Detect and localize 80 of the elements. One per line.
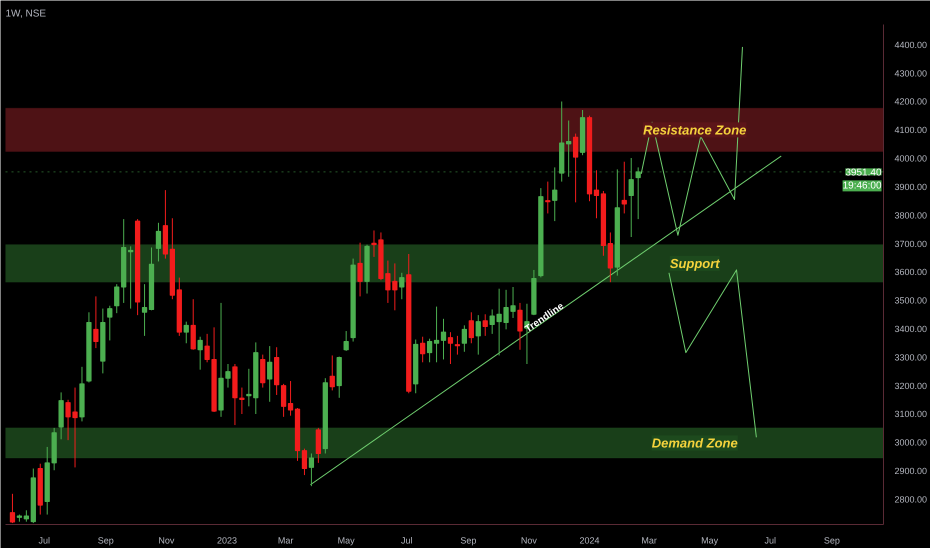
- y-tick-label: 3900.00: [894, 182, 928, 192]
- candlestick: [308, 452, 314, 487]
- x-tick-label: May: [701, 536, 719, 546]
- candlestick: [628, 158, 634, 238]
- x-tick-label: Nov: [520, 536, 538, 546]
- y-tick-label: 4400.00: [894, 40, 928, 50]
- candlestick: [462, 324, 467, 352]
- y-tick-label: 3300.00: [894, 352, 928, 362]
- x-tick-label: May: [338, 536, 356, 546]
- candlestick: [184, 321, 189, 344]
- candlestick: [594, 170, 600, 219]
- x-tick-label: Jul: [401, 536, 413, 546]
- x-tick-label: 2023: [216, 536, 238, 546]
- candlestick: [622, 161, 627, 214]
- candlestick: [454, 335, 460, 356]
- candlestick: [552, 166, 558, 222]
- candlestick: [156, 222, 162, 262]
- y-tick-label: 4100.00: [894, 125, 928, 136]
- y-tick-label: 3700.00: [894, 238, 928, 249]
- candlestick: [225, 363, 231, 388]
- candlestick: [344, 330, 349, 352]
- y-tick-label: 3400.00: [894, 324, 928, 334]
- y-tick-label: 2800.00: [894, 494, 928, 504]
- candlestick: [482, 314, 488, 336]
- x-tick-label: Sep: [824, 536, 840, 546]
- candlestick: [302, 448, 308, 476]
- y-tick-label: 4200.00: [894, 96, 928, 107]
- annotation: 19:46:00: [842, 180, 882, 192]
- band-label: Resistance Zone: [643, 122, 746, 138]
- candlestick: [510, 286, 516, 318]
- candlestick: [572, 133, 578, 203]
- candlestick: [636, 166, 641, 220]
- x-tick-label: Mar: [641, 536, 657, 546]
- candlestick: [288, 380, 294, 416]
- candlestick: [468, 312, 474, 344]
- y-tick-label: 4300.00: [894, 68, 928, 78]
- x-tick-label: 2024: [580, 536, 600, 546]
- candlestick: [448, 332, 454, 364]
- candlestick: [420, 336, 426, 363]
- candlestick: [517, 302, 523, 350]
- y-tick-label: 3200.00: [894, 380, 928, 391]
- candlestick: [440, 318, 446, 360]
- candlestick: [316, 427, 321, 464]
- candlestick: [114, 284, 120, 314]
- y-tick-label: 3100.00: [894, 409, 928, 420]
- band-label: Support: [670, 256, 720, 271]
- x-tick-label: Jul: [38, 536, 50, 546]
- candlestick: [260, 354, 266, 388]
- candlestick: [280, 383, 286, 418]
- candlestick: [142, 284, 148, 336]
- candlestick: [399, 272, 404, 300]
- line-series: [668, 269, 757, 438]
- y-tick-label: 3500.00: [894, 296, 928, 306]
- candlestick: [545, 181, 550, 214]
- candlestick: [330, 354, 335, 391]
- candlestick: [239, 387, 245, 414]
- x-tick-label: Sep: [460, 536, 476, 546]
- candlestick: [267, 346, 272, 402]
- candlestick: [198, 336, 203, 370]
- candlestick: [190, 298, 196, 350]
- y-tick-label: 2900.00: [894, 466, 928, 476]
- candlestick: [434, 306, 440, 363]
- candlestick: [426, 338, 432, 363]
- x-tick-label: Jul: [764, 536, 776, 546]
- candlestick: [476, 314, 481, 356]
- y-tick-label: 4000.00: [894, 154, 928, 164]
- candlestick: [10, 493, 16, 524]
- chart-title: 1W, NSE: [6, 8, 46, 20]
- x-tick-label: Nov: [158, 536, 175, 546]
- x-tick-label: Sep: [98, 536, 114, 546]
- candlestick: [357, 242, 363, 297]
- y-tick-label: 3000.00: [894, 438, 928, 448]
- candlestick: [72, 387, 78, 468]
- candlestick: [107, 305, 112, 341]
- y-tick-label: 3600.00: [894, 267, 928, 278]
- x-tick-label: Mar: [278, 536, 294, 546]
- candlestick: [65, 399, 71, 441]
- band-label: Demand Zone: [652, 435, 738, 450]
- candlestick: [93, 296, 99, 349]
- y-tick-label: 3800.00: [894, 210, 928, 220]
